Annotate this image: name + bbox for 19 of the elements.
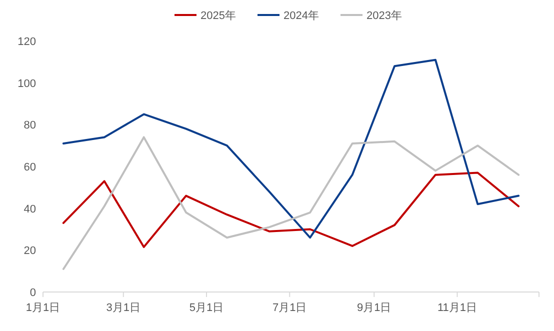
y-tick-label: 40 bbox=[24, 203, 36, 216]
y-tick-label: 120 bbox=[18, 36, 36, 48]
line-series bbox=[62, 136, 520, 270]
y-tick-label: 60 bbox=[24, 162, 36, 174]
y-tick-label: 20 bbox=[24, 245, 36, 258]
legend-label: 2023年 bbox=[366, 10, 402, 22]
y-tick-label: 0 bbox=[30, 287, 36, 299]
x-tick-label: 11月1日 bbox=[437, 302, 478, 314]
legend-label: 2024年 bbox=[284, 10, 319, 22]
x-tick-label: 5月1日 bbox=[189, 302, 224, 314]
x-tick-label: 1月1日 bbox=[26, 302, 60, 314]
y-tick-label: 100 bbox=[18, 78, 36, 90]
x-tick-label: 9月1日 bbox=[356, 302, 392, 314]
y-tick-label: 80 bbox=[24, 120, 36, 132]
line-series bbox=[62, 58, 520, 239]
legend-label: 2025年 bbox=[200, 10, 236, 22]
line-series bbox=[62, 172, 520, 248]
x-tick-label: 3月1日 bbox=[106, 302, 141, 314]
x-tick-label: 7月1日 bbox=[272, 302, 307, 314]
